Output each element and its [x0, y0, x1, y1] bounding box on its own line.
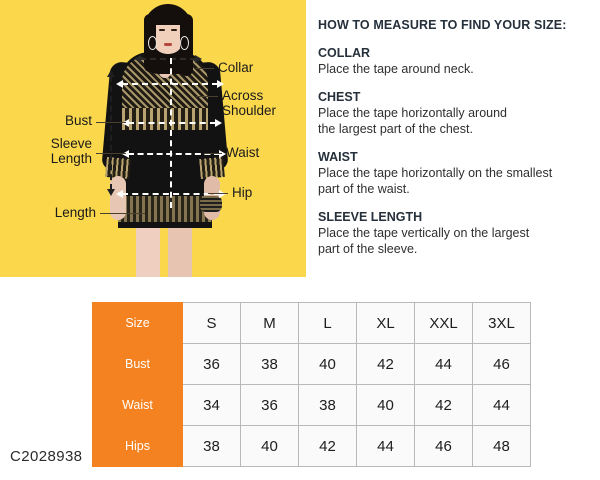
guide-desc-waist: Place the tape horizontally on the small…	[318, 166, 553, 196]
guide-desc-chest: Place the tape horizontally around the l…	[318, 106, 508, 136]
model-hair-top	[149, 5, 187, 25]
label-waist: Waist	[226, 145, 260, 160]
table-cell: 38	[298, 384, 357, 426]
guide-heading: HOW TO MEASURE TO FIND YOUR SIZE:	[318, 18, 567, 32]
guide-block-sleeve-length: SLEEVE LENGTH Place the tape vertically …	[318, 210, 590, 257]
table-row-header: Size	[92, 302, 183, 344]
table-cell: 46	[414, 425, 473, 467]
model-illustration	[92, 0, 242, 277]
label-length: Length	[54, 205, 96, 220]
guide-desc-collar: Place the tape around neck.	[318, 62, 474, 76]
table-cell: 42	[298, 425, 357, 467]
guide-term-sleeve-length: SLEEVE LENGTH	[318, 210, 423, 224]
guide-desc-sleeve-length: Place the tape vertically on the largest…	[318, 226, 530, 256]
table-cell: 46	[472, 343, 531, 385]
table-cell: 38	[182, 425, 241, 467]
model-arm-left	[110, 176, 126, 220]
table-row: Size S M L XL XXL 3XL	[92, 302, 531, 344]
label-collar: Collar	[218, 60, 254, 75]
table-cell: 34	[182, 384, 241, 426]
dress-hem-border	[118, 196, 212, 226]
how-to-measure-guide: HOW TO MEASURE TO FIND YOUR SIZE: COLLAR…	[318, 18, 590, 270]
table-cell: XXL	[414, 302, 473, 344]
label-across-shoulder: Across Shoulder	[222, 88, 277, 118]
guide-block-collar: COLLAR Place the tape around neck.	[318, 46, 590, 77]
table-cell: 36	[182, 343, 241, 385]
table-row-header: Bust	[92, 343, 183, 385]
table-cell: 42	[414, 384, 473, 426]
table-cell: 44	[356, 425, 415, 467]
size-chart-table: Size S M L XL XXL 3XL Bust 36 38 40 42 4…	[92, 302, 531, 467]
sleeve-length-measure-arrow	[107, 70, 115, 196]
across-shoulder-leader-line	[196, 96, 218, 97]
table-row: Hips 38 40 42 44 46 48	[92, 425, 531, 467]
guide-term-waist: WAIST	[318, 150, 358, 164]
table-cell: S	[182, 302, 241, 344]
table-cell: 38	[240, 343, 299, 385]
guide-term-chest: CHEST	[318, 90, 361, 104]
sleeve-length-leader-line	[96, 153, 126, 154]
length-measure-guide-line	[170, 58, 172, 208]
collar-leader-line	[196, 68, 214, 69]
guide-block-chest: CHEST Place the tape horizontally around…	[318, 90, 590, 137]
bust-measure-arrow	[122, 119, 222, 127]
model-earring-left	[148, 36, 157, 50]
table-cell: 42	[356, 343, 415, 385]
table-cell: 44	[472, 384, 531, 426]
table-cell: M	[240, 302, 299, 344]
table-row: Bust 36 38 40 42 44 46	[92, 343, 531, 385]
table-cell: 36	[240, 384, 299, 426]
table-row-header: Waist	[92, 384, 183, 426]
table-row-header: Hips	[92, 425, 183, 467]
model-bangles	[200, 196, 222, 212]
table-cell: XL	[356, 302, 415, 344]
table-cell: 44	[414, 343, 473, 385]
hip-leader-line	[208, 193, 228, 194]
model-lips	[164, 43, 172, 46]
table-cell: 40	[298, 343, 357, 385]
model-earring-right	[180, 36, 189, 50]
bust-leader-line	[96, 122, 126, 123]
label-bust: Bust	[64, 113, 92, 128]
waist-leader-line	[204, 153, 222, 154]
table-cell: 40	[356, 384, 415, 426]
model-eye-left	[159, 29, 165, 31]
label-hip: Hip	[232, 185, 253, 200]
model-hero-panel: Bust Sleeve Length Length Collar Across …	[0, 0, 306, 277]
dress-hem-edge	[118, 222, 212, 228]
table-cell: 3XL	[472, 302, 531, 344]
collar-measure-arrow	[134, 55, 202, 63]
table-cell: 48	[472, 425, 531, 467]
length-leader-line	[100, 213, 145, 214]
guide-block-waist: WAIST Place the tape horizontally on the…	[318, 150, 590, 197]
dress-yoke-band	[122, 108, 208, 130]
guide-term-collar: COLLAR	[318, 46, 371, 60]
table-row: Waist 34 36 38 40 42 44	[92, 384, 531, 426]
product-code: C2028938	[10, 448, 83, 465]
table-cell: 40	[240, 425, 299, 467]
table-cell: L	[298, 302, 357, 344]
waist-measure-arrow	[122, 150, 226, 158]
size-guide-top-section: Bust Sleeve Length Length Collar Across …	[0, 0, 590, 277]
label-sleeve-length: Sleeve Length	[50, 136, 92, 166]
model-eye-right	[171, 29, 177, 31]
